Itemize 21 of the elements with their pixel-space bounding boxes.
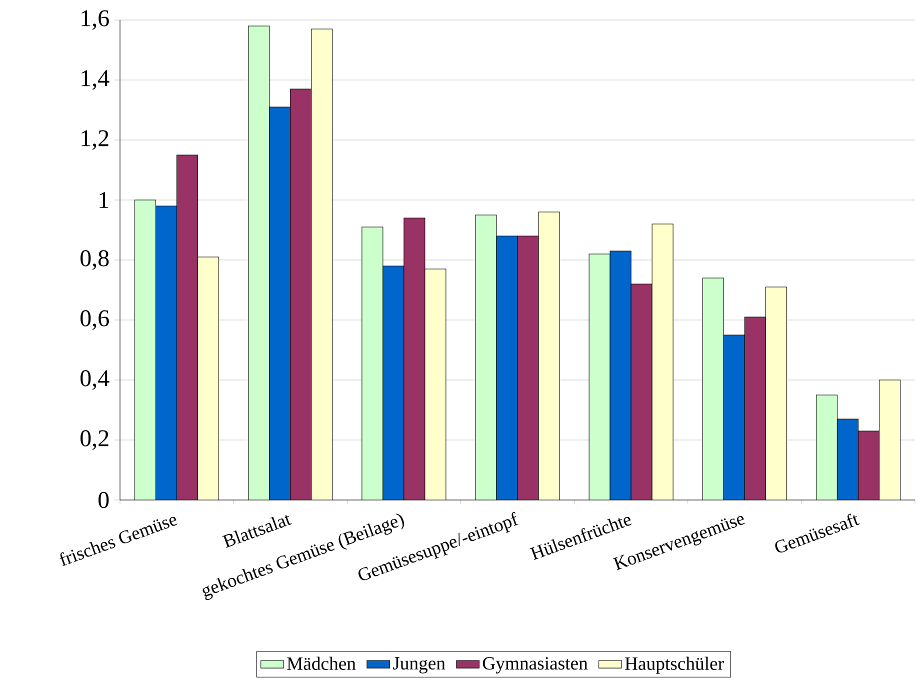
x-tick-label: frisches Gemüse — [60, 516, 178, 566]
y-tick-label: 0,2 — [80, 430, 108, 450]
bar — [744, 317, 766, 500]
y-tick-label: 1 — [100, 192, 108, 208]
y-tick-label: 1,4 — [82, 70, 110, 90]
y-tick-label: 0 — [98, 492, 109, 508]
bar — [631, 284, 652, 500]
legend-label: Mädchen — [287, 656, 356, 670]
legend-label: Gymnasiasten — [482, 657, 588, 674]
y-tick-label: 1,2 — [82, 130, 108, 150]
bar — [290, 89, 312, 500]
y-tick-label: 0,6 — [80, 310, 109, 330]
legend-label: Jungen — [393, 657, 446, 674]
legend-label: Hauptschüler — [625, 656, 724, 674]
bar — [858, 430, 880, 500]
bar — [518, 236, 538, 500]
y-tick-label: 0,8 — [80, 250, 109, 270]
y-tick-label: 0,4 — [80, 370, 110, 390]
bar — [176, 155, 198, 500]
y-tick-label: 1,6 — [82, 10, 109, 30]
bar — [404, 218, 425, 500]
